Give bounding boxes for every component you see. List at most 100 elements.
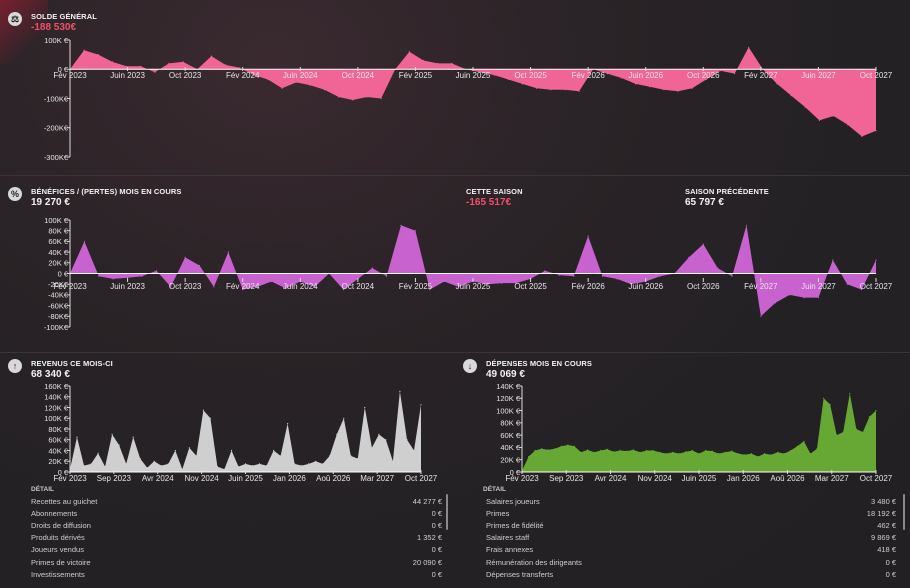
arrow-down-icon: ↓	[463, 359, 477, 373]
revenue-xtick-label: Jan 2026	[273, 474, 306, 483]
monthly-point	[486, 283, 488, 285]
revenue-point	[216, 466, 218, 468]
monthly-point	[846, 283, 848, 285]
monthly-xtick-label: Fév 2023	[53, 282, 87, 291]
expenses-point	[796, 445, 798, 447]
revenue-point	[336, 433, 338, 435]
balance-point	[83, 49, 85, 51]
expenses-point	[652, 449, 654, 452]
balance-point	[578, 90, 580, 92]
balance-point	[97, 54, 99, 56]
expenses-point	[777, 451, 779, 453]
expenses-detail-value: 18 192 €	[866, 508, 896, 518]
expenses-scrollbar[interactable]	[903, 494, 905, 530]
revenue-title: REVENUS CE MOIS-CI	[31, 359, 113, 368]
revenue-point	[146, 467, 148, 469]
monthly-point	[544, 270, 546, 272]
balance-point	[564, 89, 566, 91]
monthly-point	[227, 251, 229, 253]
expenses-point	[875, 410, 877, 412]
expenses-point	[672, 451, 674, 453]
revenue-point	[174, 449, 176, 452]
balance-xtick-label: Juin 2023	[110, 71, 145, 80]
monthly-point	[256, 286, 258, 288]
corner-accent	[0, 0, 48, 64]
revenue-point	[244, 463, 247, 465]
revenue-point	[364, 406, 366, 409]
revenue-point	[392, 460, 394, 462]
monthly-point	[170, 286, 172, 288]
expenses-point	[855, 428, 857, 430]
expenses-detail-row: Primes 18 192 €	[486, 507, 896, 519]
revenue-detail-label: Abonnements	[31, 508, 78, 518]
revenue-xtick-label: Oct 2027	[405, 474, 438, 483]
revenue-detail-row: Abonnements 0 €	[31, 507, 442, 519]
expenses-detail-label: Frais annexes	[486, 545, 534, 555]
balance-point	[154, 71, 156, 73]
revenue-detail-label: Investissements	[31, 569, 85, 579]
monthly-point	[515, 282, 517, 284]
monthly-point	[702, 243, 704, 245]
monthly-point	[414, 230, 416, 232]
expenses-ytick-label: 120K €	[496, 394, 521, 403]
balance-point	[691, 87, 693, 89]
revenue-chart: 160K € 140K €120K € 100K € 80K € 60K €40K € 2…	[44, 382, 438, 483]
monthly-ytick-label: 60K €	[48, 237, 68, 246]
balance-xtick-label: Juin 2024	[283, 71, 318, 80]
balance-point	[168, 62, 170, 64]
monthly-point	[573, 275, 575, 277]
monthly-ytick-label: 0 €	[58, 269, 69, 278]
revenue-xtick-label: Nov 2024	[185, 474, 220, 483]
revenue-ytick-label: 0 €	[58, 468, 69, 477]
balance-point	[705, 78, 707, 81]
monthly-point	[875, 259, 877, 261]
revenue-xtick-label: Fév 2023	[53, 474, 87, 483]
revenue-scrollbar[interactable]	[446, 494, 448, 530]
balance-point	[734, 73, 736, 75]
expenses-xtick-label: Oct 2027	[860, 474, 893, 483]
monthly-xtick-label: Fév 2025	[399, 282, 433, 291]
prev-season-title: SAISON PRÉCÉDENTE	[685, 187, 769, 196]
revenue-detail-row: Recettes au guichet 44 277 €	[31, 495, 442, 507]
expenses-point	[803, 440, 805, 442]
monthly-point	[213, 286, 215, 288]
percent-icon: %	[8, 187, 22, 201]
revenue-value: 68 340 €	[31, 369, 70, 380]
monthly-xtick-label: Oct 2024	[342, 282, 375, 291]
balance-point	[663, 89, 665, 91]
expenses-xtick-label: Juin 2025	[682, 474, 717, 483]
revenue-point	[223, 468, 225, 470]
revenue-detail-value: 1 352 €	[416, 533, 442, 543]
balance-point	[111, 61, 113, 63]
monthly-xtick-label: Juin 2025	[456, 282, 491, 291]
revenue-xtick-label: Sep 2023	[97, 474, 132, 483]
balance-point	[323, 89, 326, 91]
monthly-ytick-label: 80K €	[48, 227, 68, 236]
balance-point	[338, 96, 340, 98]
balance-point	[267, 78, 269, 81]
expenses-point	[560, 445, 562, 447]
expenses-point	[809, 453, 812, 455]
revenue-point	[287, 423, 289, 425]
balance-ytick-label: 100K €	[44, 36, 69, 45]
revenue-point	[188, 447, 190, 449]
revenue-point	[160, 465, 162, 467]
monthly-xtick-label: Fév 2026	[571, 282, 605, 291]
expenses-point	[613, 451, 615, 453]
expenses-ytick-label: 0 €	[510, 468, 521, 477]
monthly-point	[501, 282, 503, 284]
expenses-detail-row: Primes de fidélité 462 €	[486, 519, 896, 531]
expenses-detail-row: Rémunération des dirigeants 0 €	[486, 556, 896, 568]
expenses-point	[764, 453, 766, 455]
revenue-point	[258, 463, 261, 465]
expenses-point	[659, 451, 661, 453]
expenses-point	[823, 397, 825, 399]
balance-point	[224, 64, 227, 66]
monthly-point	[616, 278, 618, 280]
expenses-point	[790, 449, 792, 452]
monthly-ytick-label: -100K€	[44, 323, 69, 332]
revenue-detail-row: Primes de victoire 20 090 €	[31, 556, 442, 568]
revenue-detail-value: 44 277 €	[412, 496, 442, 506]
revenue-point	[139, 458, 141, 460]
balance-point	[479, 71, 481, 73]
